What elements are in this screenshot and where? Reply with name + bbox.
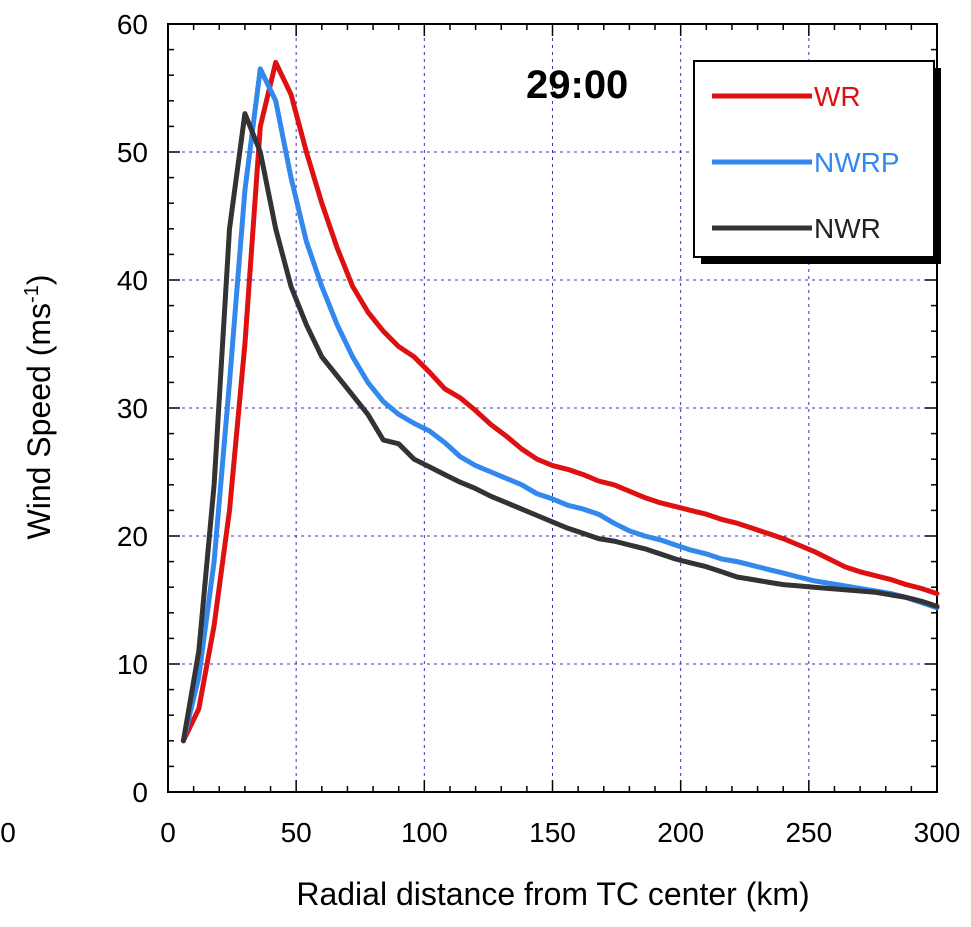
x-tick-label: 100 <box>401 817 448 848</box>
x-tick-label: 50 <box>281 817 312 848</box>
y-tick-label: 40 <box>117 265 148 296</box>
grid <box>168 24 937 792</box>
extra-tick-label: 0 <box>0 817 16 848</box>
y-tick-label: 10 <box>117 649 148 680</box>
y-tick-label: 0 <box>132 777 148 808</box>
y-tick-label: 20 <box>117 521 148 552</box>
y-axis-title: Wind Speed (ms-1) <box>21 275 57 540</box>
legend-label-nwrp: NWRP <box>814 147 900 178</box>
legend-label-nwr: NWR <box>814 213 881 244</box>
legend: WR NWRP NWR <box>693 60 941 264</box>
y-axis-title-main: Wind Speed (ms <box>21 303 57 540</box>
time-annotation: 29:00 <box>526 63 628 107</box>
y-tick-label: 60 <box>117 9 148 40</box>
y-tick-label: 50 <box>117 137 148 168</box>
x-axis-title: Radial distance from TC center (km) <box>296 876 809 912</box>
y-tick-label: 30 <box>117 393 148 424</box>
legend-label-wr: WR <box>814 81 861 112</box>
y-axis-title-close: ) <box>21 275 57 286</box>
y-axis-title-sup: -1 <box>21 285 43 303</box>
x-tick-label: 300 <box>914 817 961 848</box>
series-line-nwrp <box>180 66 940 744</box>
series-line-nwr <box>180 111 940 744</box>
x-tick-label: 0 <box>160 817 176 848</box>
tick-labels: 0 50 100 150 200 250 300 0 10 20 30 40 50 60 0 <box>0 9 960 848</box>
series-layer <box>180 59 940 744</box>
x-tick-label: 150 <box>529 817 576 848</box>
x-tick-label: 250 <box>785 817 832 848</box>
x-tick-label: 200 <box>657 817 704 848</box>
series-line-wr <box>180 59 940 744</box>
